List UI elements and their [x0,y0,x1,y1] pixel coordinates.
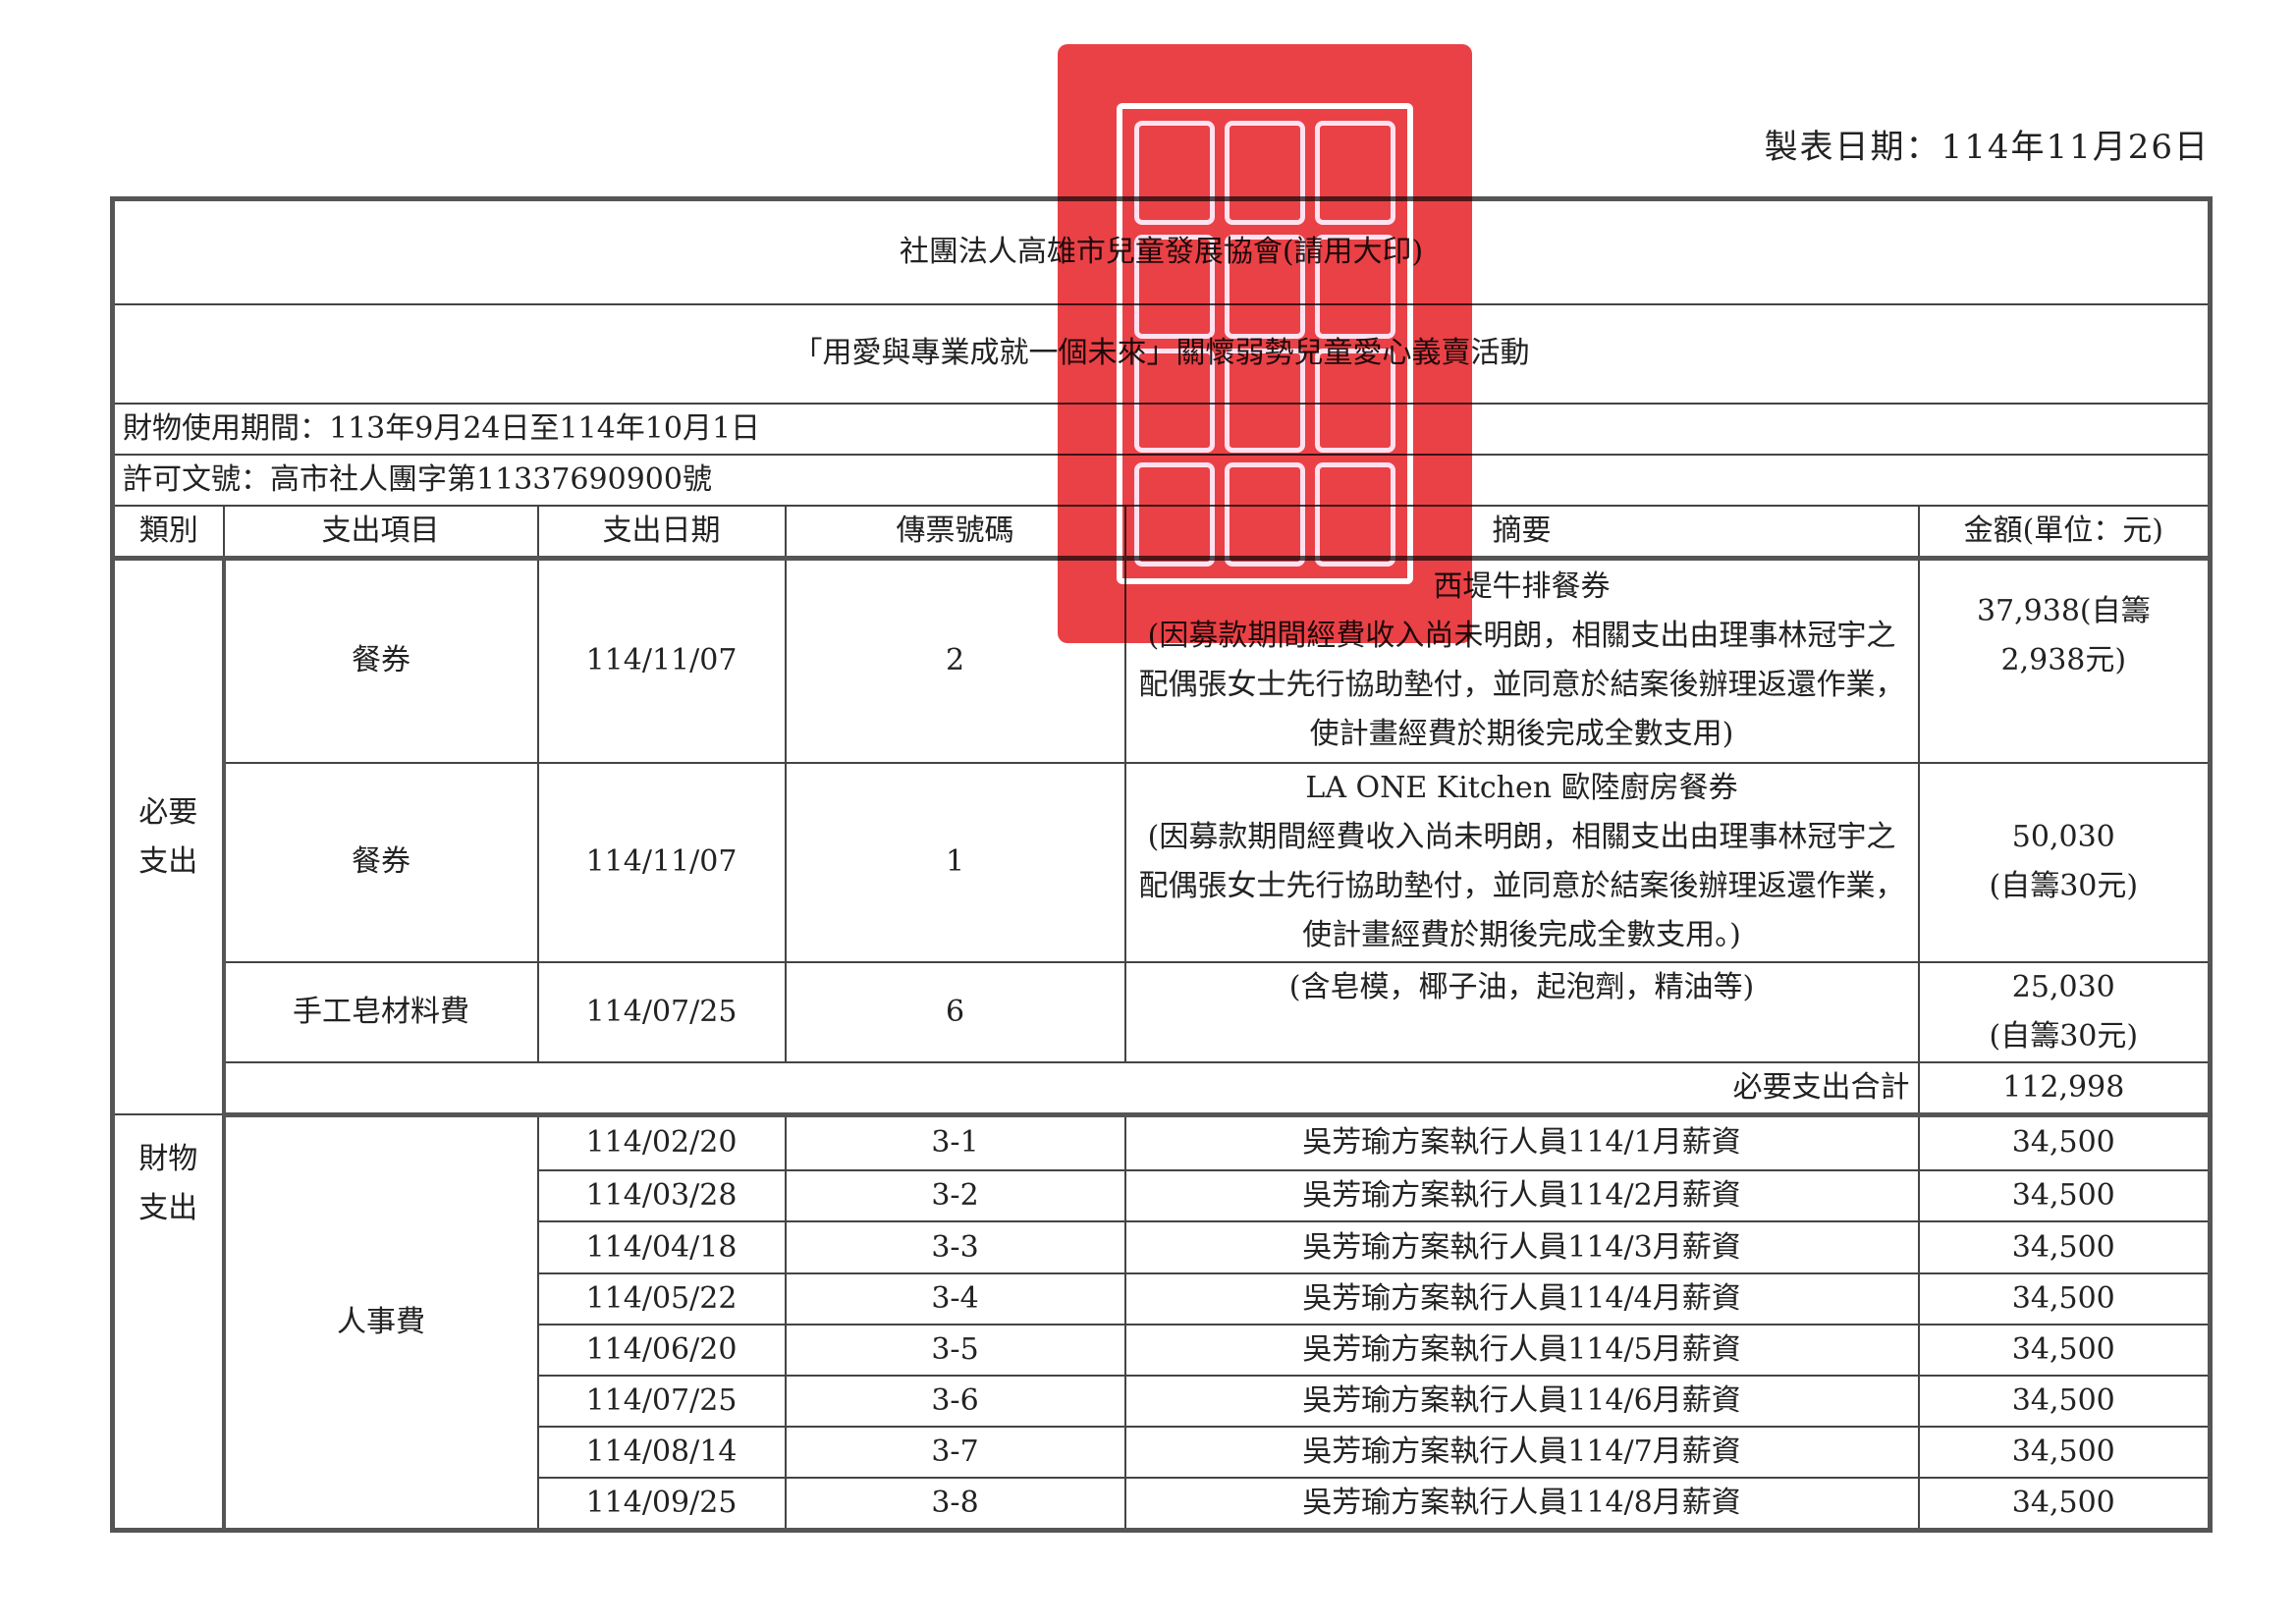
voucher: 3-1 [784,1113,1126,1171]
item: 手工皂材料費 [221,960,539,1063]
header-item: 支出項目 [222,504,539,561]
table-row: 114/09/25 3-8 吳芳瑜方案執行人員114/8月薪資 34,500 [113,1477,2212,1532]
table-row: 114/07/25 3-6 吳芳瑜方案執行人員114/6月薪資 34,500 [113,1375,2212,1428]
amount: 34,500 [1917,1220,2212,1274]
amount: 37,938(自籌 2,938元) [1917,557,2212,764]
summary: 吳芳瑜方案執行人員114/8月薪資 [1123,1477,1920,1532]
amount: 34,500 [1917,1426,2212,1479]
official-seal-stamp [1058,44,1472,643]
amount: 34,500 [1917,1272,2212,1325]
item: 餐券 [221,761,539,963]
item-personnel: 人事費 [221,1113,539,1532]
summary: 吳芳瑜方案執行人員114/1月薪資 [1123,1113,1920,1171]
summary: 吳芳瑜方案執行人員114/7月薪資 [1123,1426,1920,1479]
seal-script-pattern [1117,103,1413,584]
amount: 34,500 [1917,1477,2212,1532]
table-row: 114/04/18 3-3 吳芳瑜方案執行人員114/3月薪資 34,500 [113,1220,2212,1274]
total-amount: 112,998 [1917,1060,2212,1117]
date: 114/08/14 [536,1426,787,1479]
date: 114/04/18 [536,1220,787,1274]
summary: (含皂模，椰子油，起泡劑，精油等) [1123,960,1920,1063]
date: 114/09/25 [536,1477,787,1532]
voucher: 3-6 [784,1375,1126,1428]
summary: 吳芳瑜方案執行人員114/4月薪資 [1123,1272,1920,1325]
table-row: 114/05/22 3-4 吳芳瑜方案執行人員114/4月薪資 34,500 [113,1272,2212,1325]
date: 114/02/20 [536,1113,787,1171]
voucher: 3-4 [784,1272,1126,1325]
voucher: 3-5 [784,1324,1126,1377]
made-date: 製表日期：114年11月26日 [1764,128,2210,167]
voucher: 1 [784,761,1126,963]
table-row: 手工皂材料費 114/07/25 6 (含皂模，椰子油，起泡劑，精油等) 25,… [113,960,2212,1063]
amount: 34,500 [1917,1113,2212,1171]
total-row: 必要支出合計 112,998 [113,1060,2212,1117]
amount: 50,030 (自籌30元) [1917,761,2212,963]
item: 餐券 [221,557,539,764]
voucher: 3-2 [784,1169,1126,1222]
amount: 34,500 [1917,1324,2212,1377]
summary: LA ONE Kitchen 歐陸廚房餐券 (因募款期間經費收入尚未明朗，相關支出… [1123,761,1920,963]
amount: 34,500 [1917,1375,2212,1428]
date: 114/05/22 [536,1272,787,1325]
table-row: 114/06/20 3-5 吳芳瑜方案執行人員114/5月薪資 34,500 [113,1324,2212,1377]
voucher: 3-3 [784,1220,1126,1274]
table-row: 114/08/14 3-7 吳芳瑜方案執行人員114/7月薪資 34,500 [113,1426,2212,1479]
header-amount: 金額(單位：元) [1917,504,2212,561]
date: 114/11/07 [536,557,787,764]
summary: 吳芳瑜方案執行人員114/3月薪資 [1123,1220,1920,1274]
date: 114/07/25 [536,1375,787,1428]
header-category: 類別 [111,504,225,561]
category-required: 必要支出 [111,557,225,1115]
voucher: 6 [784,960,1126,1063]
voucher: 3-7 [784,1426,1126,1479]
summary: 吳芳瑜方案執行人員114/5月薪資 [1123,1324,1920,1377]
date: 114/07/25 [536,960,787,1063]
voucher: 3-8 [784,1477,1126,1532]
date: 114/11/07 [536,761,787,963]
table-row: 114/03/28 3-2 吳芳瑜方案執行人員114/2月薪資 34,500 [113,1169,2212,1222]
summary: 吳芳瑜方案執行人員114/2月薪資 [1123,1169,1920,1222]
table-row: 財物支出 人事費 114/02/20 3-1 吳芳瑜方案執行人員114/1月薪資 34… [111,1113,2212,1532]
date: 114/03/28 [536,1169,787,1222]
amount: 25,030 (自籌30元) [1917,960,2212,1063]
table-row: 餐券 114/11/07 1 LA ONE Kitchen 歐陸廚房餐券 (因募款… [113,761,2212,963]
summary: 吳芳瑜方案執行人員114/6月薪資 [1123,1375,1920,1428]
category-property: 財物支出 [111,1113,225,1532]
total-label: 必要支出合計 [221,1060,1920,1117]
date: 114/06/20 [536,1324,787,1377]
amount: 34,500 [1917,1169,2212,1222]
header-date: 支出日期 [536,504,787,561]
